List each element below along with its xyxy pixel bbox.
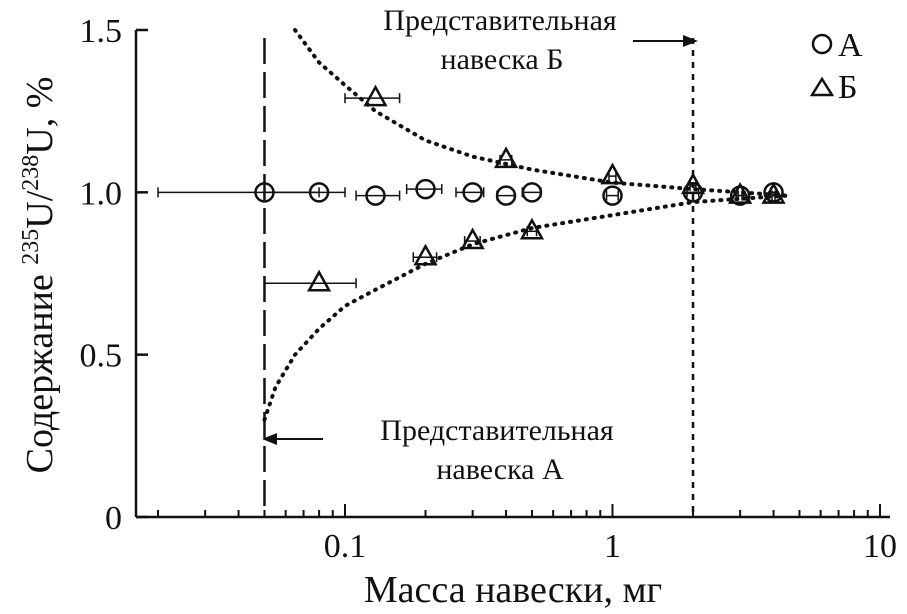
upper-envelope-curve xyxy=(293,28,790,198)
annotation-a-line1: Представительная xyxy=(380,414,614,447)
circle-marker xyxy=(602,185,623,206)
data-point-b xyxy=(761,182,786,204)
data-point-b xyxy=(519,217,545,240)
data-point-a xyxy=(455,182,485,203)
annotation-b-arrow xyxy=(633,35,698,47)
circle-marker xyxy=(495,185,517,206)
triangle-marker xyxy=(761,182,786,204)
legend-circle-marker xyxy=(811,33,833,55)
legend: А Б xyxy=(809,27,863,106)
triangle-marker xyxy=(363,84,388,107)
data-point-b xyxy=(728,182,753,204)
circle-marker xyxy=(521,182,543,203)
circle-marker xyxy=(365,185,386,206)
y-tick-label: 0 xyxy=(105,500,122,537)
data-point-a xyxy=(355,185,401,206)
legend-label-a: А xyxy=(838,27,863,64)
circle-marker xyxy=(415,178,436,200)
x-ticks: 0.1 1 10 xyxy=(157,504,897,565)
y-tick-label: 0.5 xyxy=(80,338,123,375)
x-tick-label: 1 xyxy=(604,528,621,565)
triangle-marker xyxy=(600,162,625,185)
y-ticks: 0 0.5 1.0 1.5 xyxy=(80,13,148,537)
annotation-b-line2: навеска Б xyxy=(441,43,564,76)
triangle-marker xyxy=(728,182,753,204)
data-point-b xyxy=(344,84,401,107)
triangle-marker xyxy=(306,269,332,292)
triangle-marker xyxy=(413,243,438,266)
data-point-b xyxy=(680,172,706,195)
data-point-a xyxy=(405,178,443,200)
y-axis-title-sup2: 238 xyxy=(18,155,44,191)
x-tick-label: 0.1 xyxy=(324,528,367,565)
triangle-marker xyxy=(493,146,519,169)
data-point-b xyxy=(263,269,357,292)
circle-marker xyxy=(462,182,483,203)
circle-marker xyxy=(308,182,330,203)
data-point-b xyxy=(460,227,485,250)
data-point-a xyxy=(602,185,623,206)
x-axis-title: Масса навески, мг xyxy=(364,569,662,611)
data-point-a xyxy=(495,185,517,206)
annotation-a-arrow xyxy=(262,433,323,445)
legend-label-b: Б xyxy=(838,69,858,106)
x-tick-label: 10 xyxy=(863,528,897,565)
data-point-a xyxy=(521,182,543,203)
y-axis-title: Содержание 235U/238U, % xyxy=(18,77,61,474)
y-axis-title-sup1: 235 xyxy=(18,229,44,265)
y-tick-label: 1.0 xyxy=(80,175,123,212)
data-point-b xyxy=(600,162,625,185)
data-point-a xyxy=(263,182,346,203)
data-point-b xyxy=(412,243,438,266)
triangle-marker xyxy=(460,227,485,250)
legend-triangle-marker xyxy=(809,76,835,97)
triangle-marker xyxy=(519,217,545,240)
annotation-a-line2: навеска А xyxy=(436,453,564,486)
data-point-b xyxy=(493,146,519,169)
y-axis-title-suffix: U, % xyxy=(19,77,61,155)
annotation-b-line1: Представительная xyxy=(383,4,617,37)
data-points xyxy=(157,84,786,292)
triangle-marker xyxy=(680,172,706,195)
y-tick-label: 1.5 xyxy=(80,13,123,50)
y-axis-title-mid: U/ xyxy=(19,190,61,228)
